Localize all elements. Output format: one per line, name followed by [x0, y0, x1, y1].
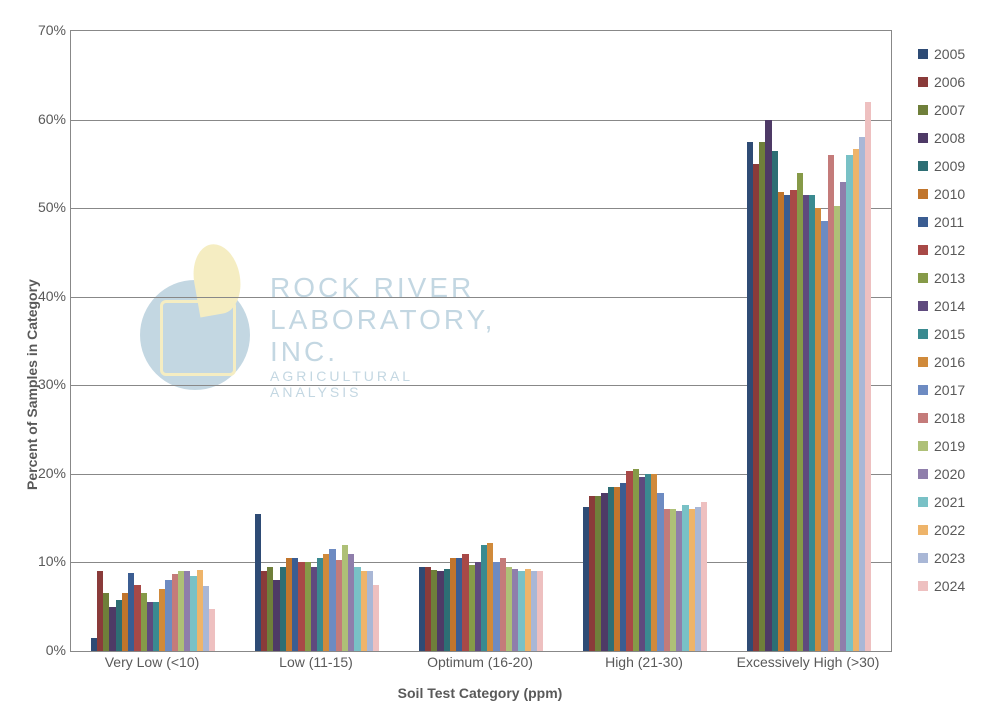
- x-category-label: Excessively High (>30): [737, 654, 880, 670]
- legend-item: 2023: [918, 544, 965, 572]
- legend-label: 2008: [934, 130, 965, 146]
- legend-item: 2014: [918, 292, 965, 320]
- legend-item: 2018: [918, 404, 965, 432]
- legend-swatch: [918, 301, 928, 311]
- legend-label: 2013: [934, 270, 965, 286]
- legend-swatch: [918, 581, 928, 591]
- legend-label: 2009: [934, 158, 965, 174]
- legend-swatch: [918, 217, 928, 227]
- bar: [373, 585, 379, 651]
- legend-item: 2010: [918, 180, 965, 208]
- legend-swatch: [918, 469, 928, 479]
- legend-label: 2014: [934, 298, 965, 314]
- legend-swatch: [918, 49, 928, 59]
- legend-swatch: [918, 189, 928, 199]
- x-axis-title: Soil Test Category (ppm): [398, 685, 563, 701]
- legend-label: 2024: [934, 578, 965, 594]
- legend-item: 2013: [918, 264, 965, 292]
- legend-label: 2011: [934, 214, 964, 230]
- legend-swatch: [918, 357, 928, 367]
- legend-label: 2015: [934, 326, 965, 342]
- legend-swatch: [918, 133, 928, 143]
- legend-label: 2023: [934, 550, 965, 566]
- legend-swatch: [918, 525, 928, 535]
- legend-swatch: [918, 497, 928, 507]
- legend-label: 2007: [934, 102, 965, 118]
- legend-swatch: [918, 273, 928, 283]
- legend-swatch: [918, 553, 928, 563]
- y-axis-title: Percent of Samples in Category: [24, 279, 40, 490]
- x-category-label: Low (11-15): [279, 654, 353, 670]
- legend-item: 2016: [918, 348, 965, 376]
- x-category-label: Very Low (<10): [105, 654, 200, 670]
- legend-swatch: [918, 329, 928, 339]
- legend-label: 2005: [934, 46, 965, 62]
- legend-item: 2005: [918, 40, 965, 68]
- legend-item: 2022: [918, 516, 965, 544]
- legend-label: 2017: [934, 382, 965, 398]
- legend-item: 2006: [918, 68, 965, 96]
- legend-label: 2022: [934, 522, 965, 538]
- y-tick-label: 60%: [2, 111, 66, 127]
- legend-swatch: [918, 77, 928, 87]
- legend-item: 2021: [918, 488, 965, 516]
- legend-label: 2020: [934, 466, 965, 482]
- legend-label: 2016: [934, 354, 965, 370]
- legend-swatch: [918, 441, 928, 451]
- legend-label: 2006: [934, 74, 965, 90]
- legend-swatch: [918, 105, 928, 115]
- legend-item: 2007: [918, 96, 965, 124]
- legend-item: 2020: [918, 460, 965, 488]
- bar: [865, 102, 871, 651]
- y-tick-label: 50%: [2, 199, 66, 215]
- legend: 2005 2006 2007 2008 2009 2010 2011 2012 2013 2014…: [918, 40, 965, 600]
- legend-swatch: [918, 245, 928, 255]
- y-tick-label: 10%: [2, 553, 66, 569]
- legend-item: 2009: [918, 152, 965, 180]
- legend-label: 2019: [934, 438, 965, 454]
- y-tick-label: 0%: [2, 642, 66, 658]
- legend-item: 2024: [918, 572, 965, 600]
- legend-swatch: [918, 413, 928, 423]
- chart-container: { "axes": { "x_title": "Soil Test Catego…: [0, 0, 1000, 727]
- legend-label: 2021: [934, 494, 965, 510]
- bar: [537, 571, 543, 651]
- legend-item: 2019: [918, 432, 965, 460]
- x-category-label: High (21-30): [605, 654, 683, 670]
- y-tick-label: 70%: [2, 22, 66, 38]
- plot-area: [70, 30, 892, 652]
- legend-item: 2012: [918, 236, 965, 264]
- bar: [701, 502, 707, 651]
- legend-item: 2011: [918, 208, 965, 236]
- legend-label: 2018: [934, 410, 965, 426]
- legend-label: 2012: [934, 242, 965, 258]
- x-category-label: Optimum (16-20): [427, 654, 533, 670]
- legend-swatch: [918, 161, 928, 171]
- legend-label: 2010: [934, 186, 965, 202]
- legend-swatch: [918, 385, 928, 395]
- legend-item: 2015: [918, 320, 965, 348]
- legend-item: 2017: [918, 376, 965, 404]
- bar: [209, 609, 215, 652]
- legend-item: 2008: [918, 124, 965, 152]
